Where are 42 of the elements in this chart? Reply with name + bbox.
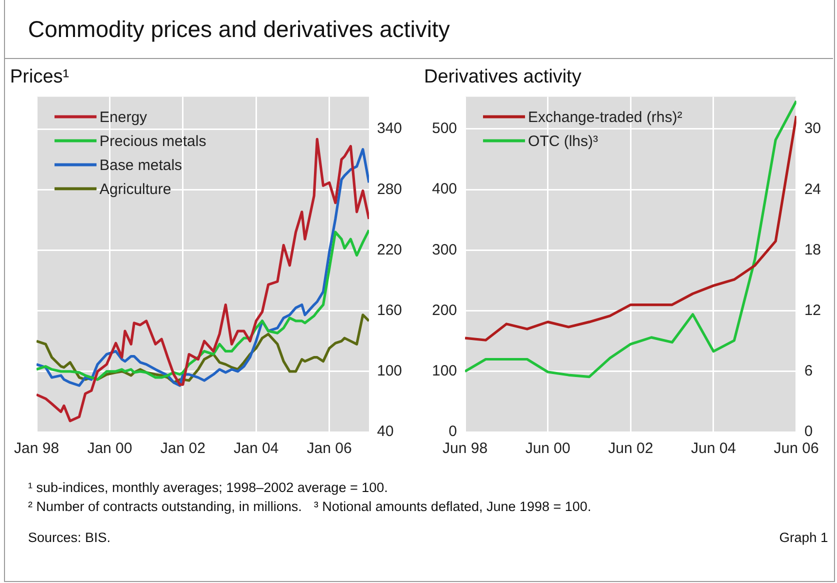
x-tick-label: Jun 06 (774, 440, 819, 458)
y-tick-label: 500 (432, 120, 458, 138)
y-tick-label: 280 (376, 180, 402, 198)
legend-label: Energy (100, 108, 148, 126)
x-tick-label: Jun 02 (608, 440, 654, 458)
legend-label: Base metals (100, 156, 182, 174)
x-tick-label: Jan 02 (160, 440, 206, 458)
legend-label: Precious metals (100, 132, 206, 150)
x-tick-label: Jun 04 (690, 440, 736, 458)
y2-tick-label: 30 (804, 120, 822, 138)
chart-title: Derivatives activity (424, 66, 582, 88)
x-tick-label: Jan 00 (87, 440, 132, 458)
x-tick-label: Jun 00 (525, 440, 570, 458)
y2-tick-label: 18 (804, 241, 822, 258)
caption: Graph 1 (779, 529, 828, 547)
y2-tick-label: 0 (804, 423, 813, 440)
text: ¹ sub-indices, monthly averages; 1998–2002 average = 100. (28, 479, 389, 497)
source-note: Sources: BIS. (28, 529, 111, 547)
x-tick-label: Jun 98 (442, 440, 488, 458)
x-tick-label: Jan 06 (306, 440, 352, 458)
y-tick-label: 40 (376, 423, 394, 440)
y-tick-label: 220 (376, 241, 402, 258)
legend-label: Exchange-traded (rhs)² (528, 108, 682, 126)
y-tick-label: 100 (376, 362, 402, 380)
y2-tick-label: 12 (804, 302, 822, 319)
y-tick-label: 340 (376, 120, 402, 138)
y-tick-label: 400 (432, 180, 458, 198)
y-tick-label: 300 (432, 241, 458, 258)
y2-tick-label: 6 (804, 362, 813, 380)
legend-label: OTC (lhs)³ (528, 132, 598, 150)
y-tick-label: 100 (432, 362, 458, 380)
x-tick-label: Jan 04 (234, 440, 279, 458)
chart-title: Commodity prices and derivatives activity (28, 16, 450, 43)
text: ³ Notional amounts deflated, June 1998 = 100. (314, 499, 592, 514)
legend-label: Agriculture (100, 180, 172, 198)
text: ² Number of contracts outstanding, in millions. (28, 499, 302, 514)
y2-tick-label: 24 (804, 180, 822, 198)
chart-subtitle: Prices¹ (10, 66, 70, 88)
y-tick-label: 200 (432, 302, 458, 319)
y-tick-label: 160 (376, 302, 402, 319)
y-tick-label: 0 (448, 423, 458, 440)
x-tick-label: Jan 98 (14, 440, 60, 458)
